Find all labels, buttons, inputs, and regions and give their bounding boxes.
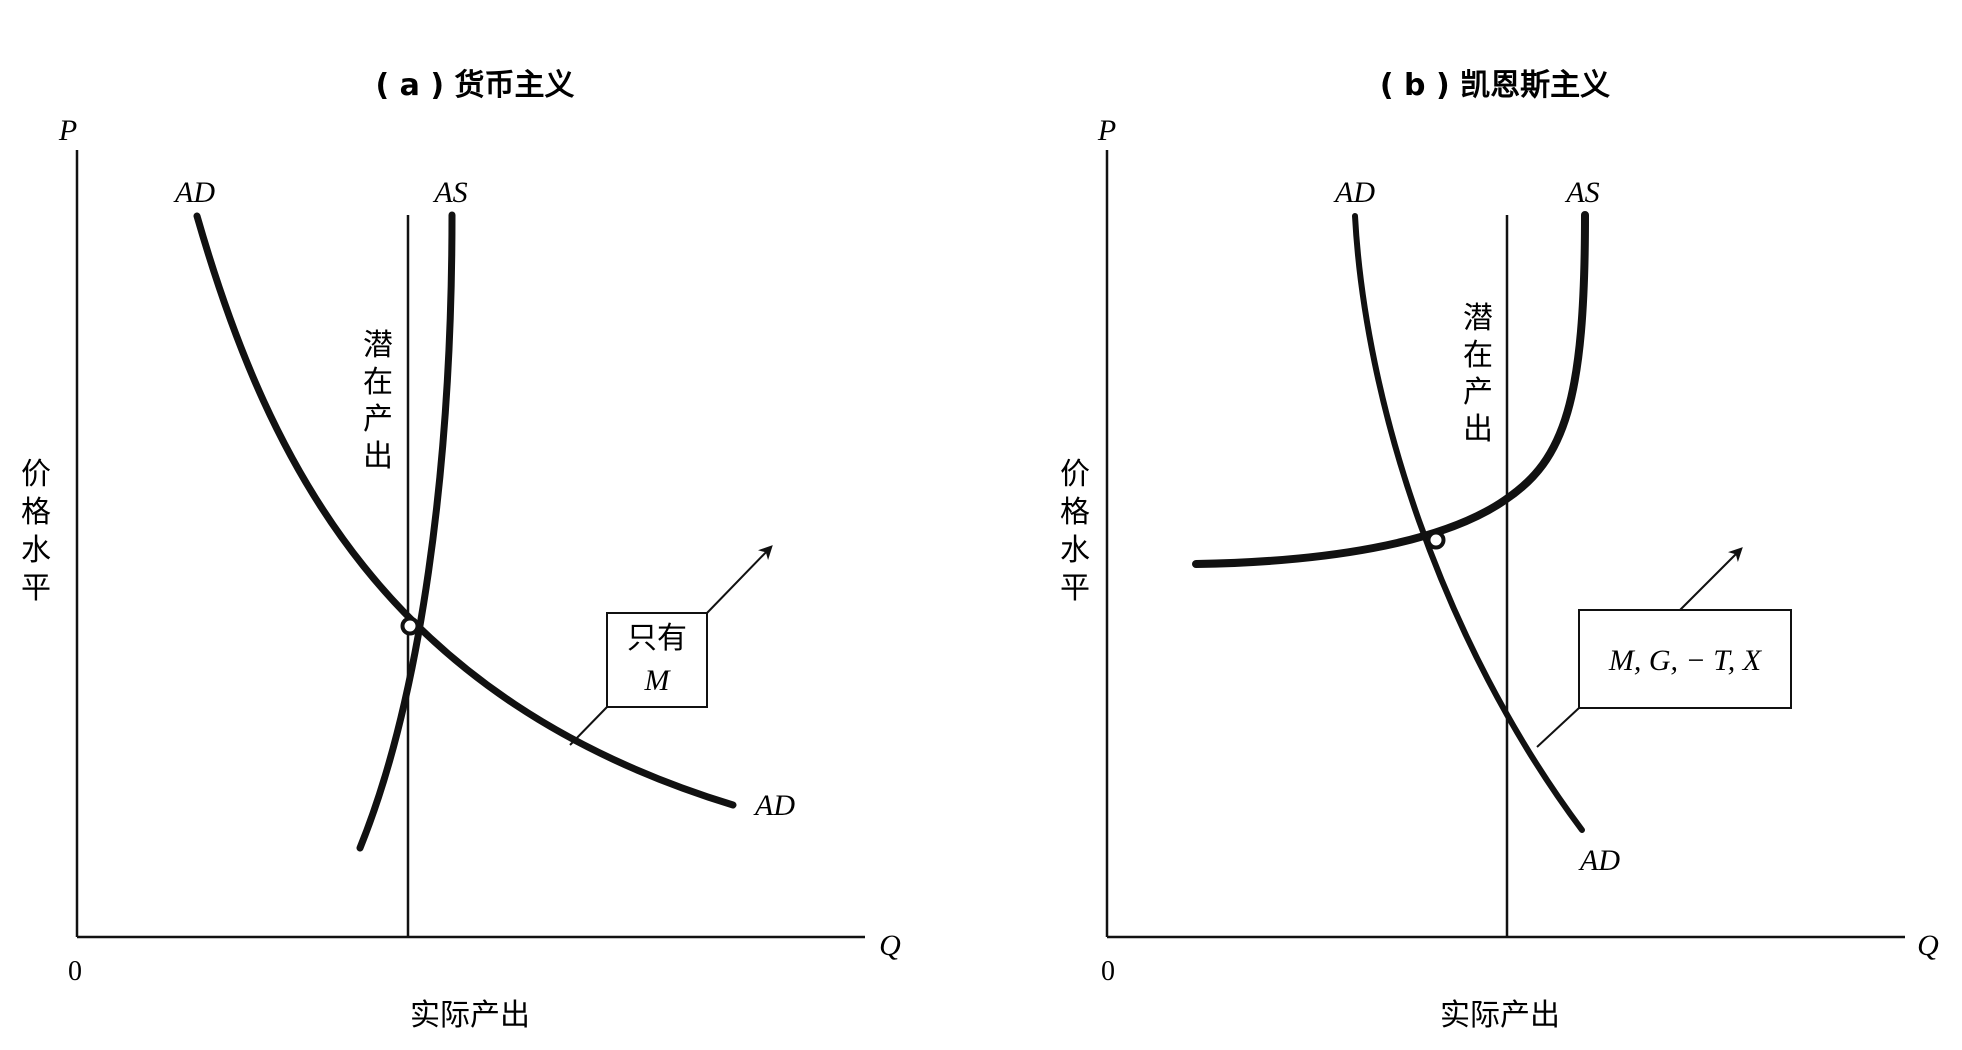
panel-a-as-curve	[356, 211, 456, 852]
panel-b-ad-label-top: AD	[1333, 176, 1375, 209]
panel-a-p-axis-label: P	[58, 114, 77, 147]
panel-a-ad-label-bottom: AD	[753, 789, 795, 822]
panel-b-as-curve	[1192, 211, 1589, 568]
panel-a-y-title-1: 价	[21, 457, 51, 492]
panel-a-leader-line	[569, 706, 608, 746]
panel-b-y-title-1: 价	[1060, 457, 1090, 492]
panel-b-title: ( b ) 凯恩斯主义	[1380, 68, 1610, 103]
panel-a-y-title-3: 水	[21, 533, 51, 568]
panel-a-q-axis-label: Q	[879, 929, 901, 962]
panel-b-as-label: AS	[1564, 176, 1599, 209]
panel-b-shift-arrow	[1679, 547, 1743, 611]
panel-b-potential-output-4: 出	[1463, 412, 1493, 447]
panel-a-y-title-4: 平	[21, 571, 51, 606]
panel-a: ( a ) 货币主义 P Q 0 价 格 水 平 实际产出 潜 在 产 出 AD…	[21, 68, 901, 1033]
panel-b-potential-output-3: 产	[1463, 375, 1493, 410]
panel-b-origin-label: 0	[1101, 956, 1115, 987]
panel-b-y-title-2: 格	[1060, 495, 1090, 530]
panel-a-shift-box-line-1: 只有	[627, 621, 687, 656]
panel-b-shift-box-line-1: M, G, − T, X	[1608, 644, 1763, 677]
panel-a-potential-output-2: 在	[363, 365, 393, 400]
panel-a-shift-arrow	[706, 545, 773, 614]
panel-b-ad-label-bottom: AD	[1578, 844, 1620, 877]
panel-a-potential-output-3: 产	[363, 402, 393, 437]
panel-b-y-title-4: 平	[1060, 571, 1090, 606]
panel-b: ( b ) 凯恩斯主义 P Q 0 价 格 水 平 实际产出 潜 在 产 出 A…	[1060, 68, 1939, 1033]
panel-b-shift-box	[1578, 609, 1792, 709]
panel-b-x-title: 实际产出	[1440, 998, 1560, 1033]
panel-b-leader-line	[1536, 707, 1580, 748]
panel-b-p-axis-label: P	[1097, 114, 1116, 147]
panel-a-ad-curve	[193, 212, 737, 809]
panel-a-y-title-2: 格	[21, 495, 51, 530]
panel-a-equilibrium-point	[400, 616, 420, 636]
panel-a-potential-output-4: 出	[363, 439, 393, 474]
panel-a-x-title: 实际产出	[410, 998, 530, 1033]
panel-a-shift-box	[606, 612, 708, 708]
panel-b-y-title-3: 水	[1060, 533, 1090, 568]
panel-a-ad-label-top: AD	[173, 176, 215, 209]
panel-a-title: ( a ) 货币主义	[376, 68, 575, 103]
panel-b-ad-curve	[1352, 213, 1585, 833]
panel-a-as-label: AS	[432, 176, 467, 209]
panel-a-potential-output-1: 潜	[363, 328, 393, 363]
panel-b-potential-output-1: 潜	[1463, 301, 1493, 336]
panel-b-equilibrium-point	[1426, 530, 1446, 550]
panel-a-origin-label: 0	[68, 956, 82, 987]
panel-b-q-axis-label: Q	[1917, 929, 1939, 962]
panel-b-potential-output-2: 在	[1463, 338, 1493, 373]
panel-a-shift-box-line-2: M	[644, 664, 672, 697]
